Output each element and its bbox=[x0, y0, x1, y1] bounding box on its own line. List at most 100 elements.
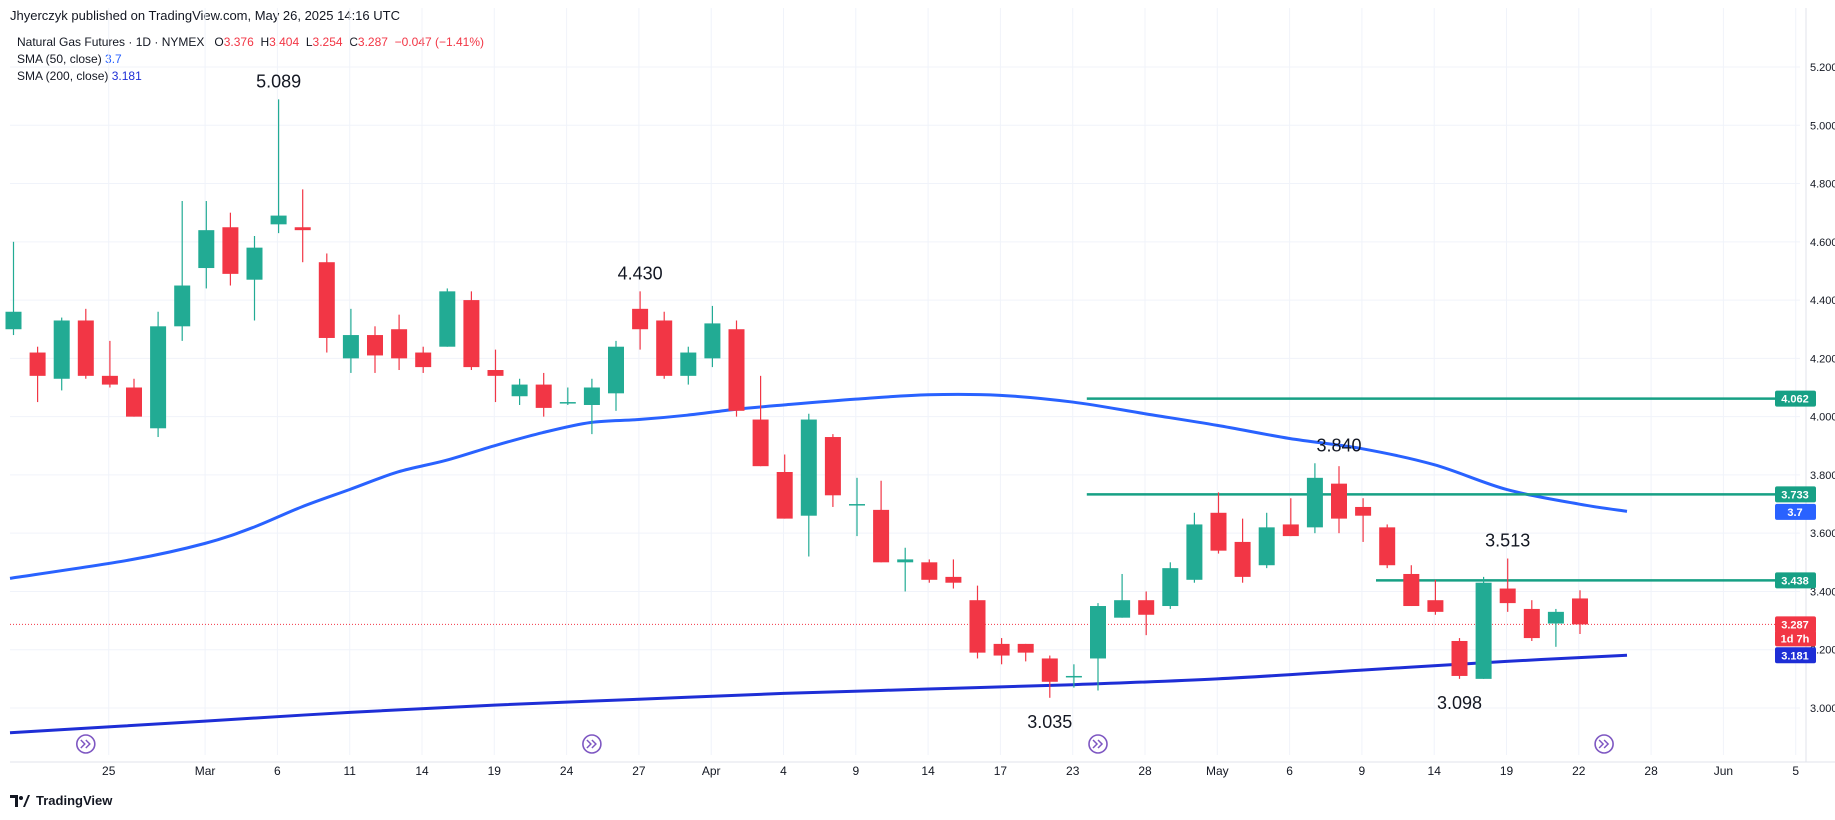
tradingview-logo-icon bbox=[10, 794, 30, 807]
price-annotation: 3.513 bbox=[1485, 531, 1530, 551]
candle-body-down bbox=[126, 387, 142, 417]
candle bbox=[1306, 463, 1323, 534]
candle-body-up bbox=[1065, 675, 1082, 678]
candle bbox=[728, 320, 745, 417]
candle bbox=[1114, 573, 1131, 618]
x-tick-label: 28 bbox=[1644, 764, 1658, 778]
candle-body-down bbox=[77, 320, 94, 376]
candle bbox=[559, 387, 576, 405]
candle-body-down bbox=[945, 576, 962, 583]
horizontal-levels bbox=[1086, 397, 1802, 582]
candle bbox=[824, 434, 841, 507]
candle-body-up bbox=[1475, 582, 1492, 679]
candle bbox=[1041, 655, 1058, 698]
sma200-row[interactable]: SMA (200, close) 3.181 bbox=[17, 68, 484, 85]
symbol-row[interactable]: Natural Gas Futures · 1D · NYMEX O3.376 … bbox=[17, 34, 484, 51]
candle bbox=[439, 288, 456, 347]
candle bbox=[1499, 558, 1516, 612]
sma200-label: SMA (200, close) bbox=[17, 69, 109, 83]
candle-body-down bbox=[1379, 527, 1396, 566]
candle-body-down bbox=[969, 600, 986, 653]
x-tick-label: 23 bbox=[1066, 764, 1080, 778]
y-tick-label: 5.000 bbox=[1810, 120, 1835, 132]
x-tick-label: 5 bbox=[1792, 764, 1799, 778]
sma50-row[interactable]: SMA (50, close) 3.7 bbox=[17, 51, 484, 68]
y-tick-label: 4.400 bbox=[1810, 295, 1835, 307]
x-tick-label: 27 bbox=[632, 764, 646, 778]
candle bbox=[1138, 591, 1155, 636]
candle bbox=[1282, 498, 1299, 537]
candle-body-up bbox=[1306, 477, 1323, 528]
candle-body-down bbox=[728, 329, 745, 411]
symbol-name: Natural Gas Futures · 1D · NYMEX bbox=[17, 35, 205, 49]
candle bbox=[1572, 590, 1588, 634]
y-tick-label: 3.400 bbox=[1810, 586, 1835, 598]
candle bbox=[583, 378, 600, 435]
candle-body-up bbox=[342, 335, 359, 359]
candle bbox=[342, 308, 359, 373]
x-tick-label: 25 bbox=[102, 764, 116, 778]
candle-body-down bbox=[776, 471, 793, 519]
candle bbox=[752, 375, 769, 467]
candle-body-down bbox=[29, 352, 46, 376]
candle-body-up bbox=[511, 384, 528, 397]
change-value: −0.047 (−1.41%) bbox=[394, 35, 484, 49]
candle bbox=[945, 559, 962, 589]
candle-body-down bbox=[101, 375, 118, 385]
candle-body-down bbox=[752, 419, 769, 467]
candle-body-down bbox=[1355, 506, 1372, 516]
price-annotation: 3.840 bbox=[1316, 435, 1361, 455]
candles bbox=[5, 99, 1588, 698]
candle bbox=[1234, 518, 1251, 583]
event-marker-icon bbox=[1088, 734, 1108, 754]
candle-body-down bbox=[632, 308, 649, 330]
candle-body-up bbox=[1186, 524, 1203, 580]
candle bbox=[463, 291, 480, 371]
x-tick-label: 9 bbox=[852, 764, 859, 778]
annotations: 5.089 4.430 3.840 3.513 3.035 3.098 bbox=[256, 71, 1530, 731]
sma50-line bbox=[9, 392, 1628, 580]
y-tick-label: 4.000 bbox=[1810, 412, 1835, 424]
y-tick-label: 4.800 bbox=[1810, 179, 1835, 191]
candle bbox=[1523, 600, 1540, 641]
x-tick-label: 19 bbox=[1500, 764, 1514, 778]
candle bbox=[1258, 512, 1275, 569]
candle-body-down bbox=[824, 437, 841, 496]
x-tick-label: 14 bbox=[921, 764, 935, 778]
candle bbox=[1162, 562, 1179, 609]
event-marker-icon bbox=[76, 734, 96, 754]
axis-price-label-last: 3.287 bbox=[1781, 619, 1809, 631]
candle-body-up bbox=[1114, 600, 1131, 618]
candle-body-down bbox=[1210, 512, 1227, 551]
x-tick-label: 14 bbox=[415, 764, 429, 778]
candle bbox=[776, 454, 793, 519]
footer-brand[interactable]: TradingView bbox=[10, 793, 112, 808]
legend: Natural Gas Futures · 1D · NYMEX O3.376 … bbox=[17, 34, 484, 85]
candle-body-down bbox=[535, 384, 552, 408]
candle bbox=[1547, 608, 1564, 647]
event-marker-chevron bbox=[586, 739, 597, 749]
y-tick-label: 5.200 bbox=[1810, 62, 1835, 74]
level-price-label: 4.062 bbox=[1781, 394, 1809, 406]
price-annotation: 3.098 bbox=[1437, 693, 1482, 713]
candle-body-down bbox=[1234, 541, 1251, 577]
y-tick-label: 4.200 bbox=[1810, 353, 1835, 365]
candle bbox=[969, 585, 986, 659]
candle-body-down bbox=[1331, 483, 1347, 519]
sma50-value: 3.7 bbox=[105, 52, 122, 66]
close-value: 3.287 bbox=[357, 35, 388, 49]
candle bbox=[1210, 492, 1227, 554]
x-tick-label: 11 bbox=[343, 764, 356, 778]
candle-body-down bbox=[487, 370, 504, 376]
axis-price-tag-sma200 bbox=[1775, 647, 1816, 664]
candle-body-down bbox=[993, 643, 1010, 656]
candle-body-up bbox=[704, 323, 721, 359]
event-marker-chevron bbox=[1598, 739, 1610, 749]
candle-body-up bbox=[198, 230, 215, 269]
candle-body-down bbox=[1403, 573, 1420, 607]
candle-body-down bbox=[656, 320, 673, 376]
sma50-label: SMA (50, close) bbox=[17, 52, 102, 66]
candle bbox=[126, 378, 142, 417]
x-tick-label: Jun bbox=[1714, 764, 1733, 778]
